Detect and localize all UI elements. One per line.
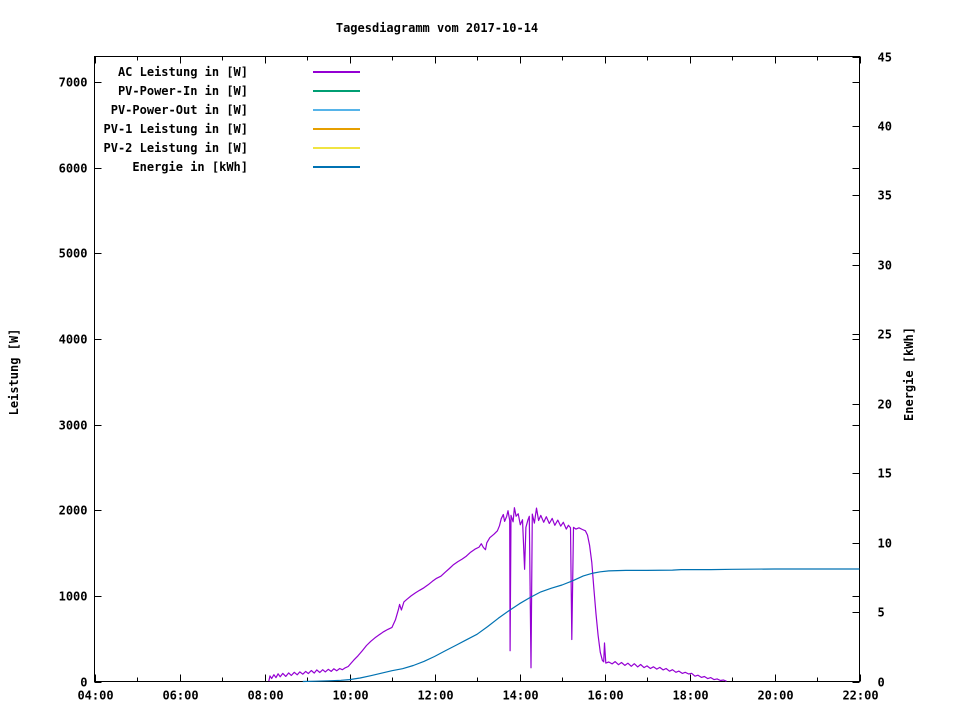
right-tick-label: 30 bbox=[878, 259, 892, 273]
legend-label: AC Leistung in [W] bbox=[117, 64, 248, 79]
x-tick-label: 18:00 bbox=[672, 689, 708, 703]
left-tick-label: 3000 bbox=[59, 419, 88, 433]
left-tick-label: 6000 bbox=[59, 162, 88, 176]
left-tick-label: 1000 bbox=[59, 590, 88, 604]
legend-line-sample bbox=[313, 89, 360, 92]
legend-label: PV-1 Leistung in [W] bbox=[103, 121, 249, 136]
series-energie-in-kwh bbox=[302, 568, 860, 683]
right-tick-label: 10 bbox=[878, 537, 892, 551]
legend-label: PV-Power-Out in [W] bbox=[110, 102, 248, 117]
right-tick-label: 0 bbox=[878, 676, 885, 690]
left-tick-label: 7000 bbox=[59, 76, 88, 90]
x-tick-label: 20:00 bbox=[757, 689, 793, 703]
legend-label: Energie in [kWh] bbox=[132, 159, 248, 174]
x-tick-label: 16:00 bbox=[587, 689, 623, 703]
right-tick-label: 20 bbox=[878, 398, 892, 412]
legend-line-sample bbox=[313, 146, 360, 149]
legend-row: PV-2 Leistung in [W] bbox=[100, 138, 360, 157]
legend-row: PV-Power-Out in [W] bbox=[100, 100, 360, 119]
right-tick-label: 35 bbox=[878, 189, 892, 203]
right-tick-label: 5 bbox=[878, 606, 885, 620]
left-tick-label: 2000 bbox=[59, 504, 88, 518]
left-tick-label: 5000 bbox=[59, 247, 88, 261]
right-tick-label: 40 bbox=[878, 120, 892, 134]
legend-row: AC Leistung in [W] bbox=[100, 62, 360, 81]
x-tick-label: 14:00 bbox=[502, 689, 538, 703]
legend-row: PV-1 Leistung in [W] bbox=[100, 119, 360, 138]
right-tick-label: 45 bbox=[878, 51, 892, 65]
right-tick-label: 15 bbox=[878, 467, 892, 481]
x-tick-label: 10:00 bbox=[332, 689, 368, 703]
series-ac-leistung-in-w bbox=[268, 507, 727, 682]
legend-line-sample bbox=[313, 70, 360, 73]
legend-row: Energie in [kWh] bbox=[100, 157, 360, 176]
legend-line-sample bbox=[313, 127, 360, 130]
legend-label: PV-2 Leistung in [W] bbox=[103, 140, 249, 155]
legend-label: PV-Power-In in [W] bbox=[117, 83, 248, 98]
right-tick-label: 25 bbox=[878, 328, 892, 342]
left-tick-label: 4000 bbox=[59, 333, 88, 347]
x-tick-label: 12:00 bbox=[417, 689, 453, 703]
left-tick-label: 0 bbox=[80, 676, 87, 690]
x-tick-label: 04:00 bbox=[77, 689, 113, 703]
x-tick-label: 22:00 bbox=[842, 689, 878, 703]
legend: AC Leistung in [W] PV-Power-In in [W] PV-P… bbox=[100, 62, 360, 176]
x-tick-label: 06:00 bbox=[162, 689, 198, 703]
legend-line-sample bbox=[313, 108, 360, 111]
chart-title: Tagesdiagramm vom 2017-10-14 bbox=[335, 21, 539, 35]
legend-line-sample bbox=[313, 165, 360, 168]
x-tick-label: 08:00 bbox=[247, 689, 283, 703]
legend-row: PV-Power-In in [W] bbox=[100, 81, 360, 100]
